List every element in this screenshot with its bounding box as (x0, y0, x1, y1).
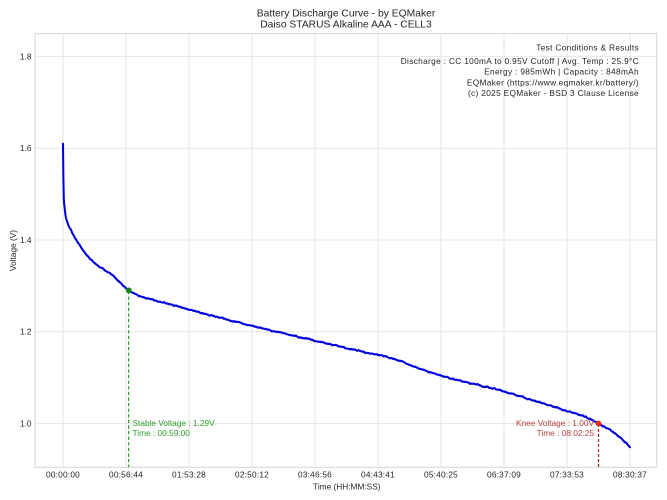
svg-text:03:46:56: 03:46:56 (298, 470, 332, 480)
svg-text:00:00:00: 00:00:00 (46, 470, 80, 480)
svg-text:02:50:12: 02:50:12 (235, 470, 269, 480)
svg-text:Test Conditions & Results: Test Conditions & Results (536, 43, 639, 53)
svg-text:01:53:28: 01:53:28 (172, 470, 206, 480)
svg-text:Voltage (V): Voltage (V) (8, 230, 18, 271)
svg-text:Energy : 985mWh | Capacity : 8: Energy : 985mWh | Capacity : 848mAh (484, 67, 639, 77)
svg-text:08:30:37: 08:30:37 (613, 470, 647, 480)
svg-text:1.0: 1.0 (20, 419, 32, 429)
svg-text:Time (HH:MM:SS): Time (HH:MM:SS) (313, 482, 381, 492)
svg-text:Daiso STARUS Alkaline AAA - CE: Daiso STARUS Alkaline AAA - CELL3 (260, 19, 432, 30)
svg-text:1.2: 1.2 (20, 327, 32, 337)
svg-text:Time : 08:02:25: Time : 08:02:25 (537, 428, 595, 438)
svg-text:1.4: 1.4 (20, 235, 32, 245)
svg-text:Battery Discharge Curve - by E: Battery Discharge Curve - by EQMaker (257, 8, 436, 19)
svg-text:05:40:25: 05:40:25 (424, 470, 458, 480)
svg-text:00:56:44: 00:56:44 (109, 470, 143, 480)
svg-text:Time : 00:59:00: Time : 00:59:00 (133, 428, 191, 438)
svg-text:(c) 2025 EQMaker - BSD 3 Claus: (c) 2025 EQMaker - BSD 3 Clause License (468, 88, 639, 98)
svg-text:Discharge : CC 100mA to 0.95V: Discharge : CC 100mA to 0.95V Cutoff | A… (401, 56, 639, 66)
svg-text:1.6: 1.6 (20, 143, 32, 153)
svg-text:07:33:53: 07:33:53 (550, 470, 584, 480)
svg-text:Stable Voltage : 1.29V: Stable Voltage : 1.29V (133, 418, 216, 428)
svg-text:04:43:41: 04:43:41 (361, 470, 395, 480)
svg-text:Knee Voltage : 1.00V: Knee Voltage : 1.00V (516, 418, 594, 428)
svg-text:06:37:09: 06:37:09 (487, 470, 521, 480)
svg-text:EQMaker (https://www.eqmaker.k: EQMaker (https://www.eqmaker.kr/battery/… (467, 77, 639, 87)
svg-text:1.8: 1.8 (20, 51, 32, 61)
